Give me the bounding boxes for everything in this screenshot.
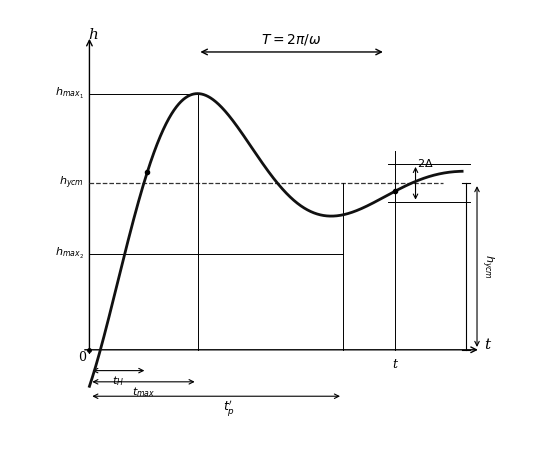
Text: h: h bbox=[88, 28, 98, 43]
Text: 0: 0 bbox=[78, 351, 86, 364]
Text: $t_H$: $t_H$ bbox=[112, 374, 124, 388]
Text: $h_{max_2}$: $h_{max_2}$ bbox=[55, 246, 84, 261]
Text: $2\Delta$: $2\Delta$ bbox=[418, 157, 434, 169]
Text: $h_{max_1}$: $h_{max_1}$ bbox=[55, 86, 84, 101]
Text: $T=2\pi/\omega$: $T=2\pi/\omega$ bbox=[262, 32, 322, 47]
Text: $h_{ycm}$: $h_{ycm}$ bbox=[59, 175, 84, 192]
Text: t: t bbox=[485, 338, 491, 352]
Text: $t_{max}$: $t_{max}$ bbox=[132, 385, 155, 399]
Text: $h_{ycm}$: $h_{ycm}$ bbox=[479, 254, 495, 279]
Text: $t_p'$: $t_p'$ bbox=[223, 398, 235, 418]
Text: t: t bbox=[392, 358, 397, 371]
